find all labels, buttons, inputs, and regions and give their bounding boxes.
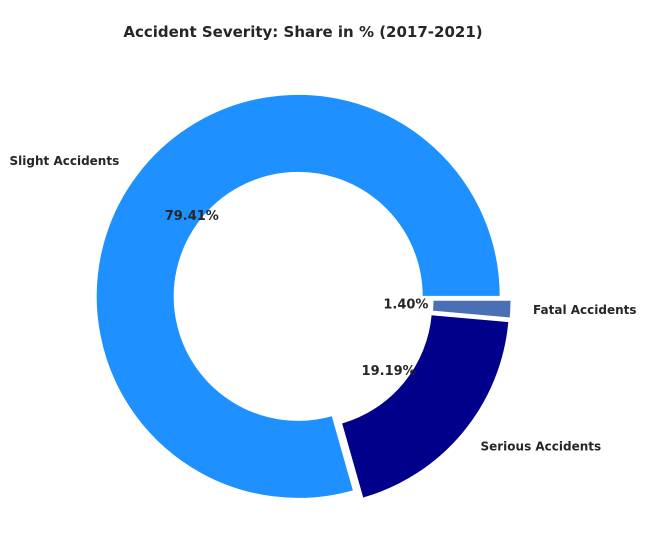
labels-group: Slight Accidents 79.41% Serious Accidents 1… [10, 154, 637, 454]
label-fatal: Fatal Accidents [533, 303, 637, 317]
label-slight: Slight Accidents [10, 154, 120, 168]
label-serious: Serious Accidents [480, 440, 601, 454]
slice-slight [95, 93, 501, 499]
pct-label-slight: 79.41% [165, 209, 219, 224]
chart-title: Accident Severity: Share in % (2017-2021… [123, 23, 482, 41]
pct-label-fatal: 1.40% [383, 298, 428, 313]
pct-label-serious: 19.19% [362, 364, 416, 379]
slice-serious [340, 314, 510, 499]
slice-fatal [431, 299, 512, 319]
slices-group [95, 93, 512, 499]
